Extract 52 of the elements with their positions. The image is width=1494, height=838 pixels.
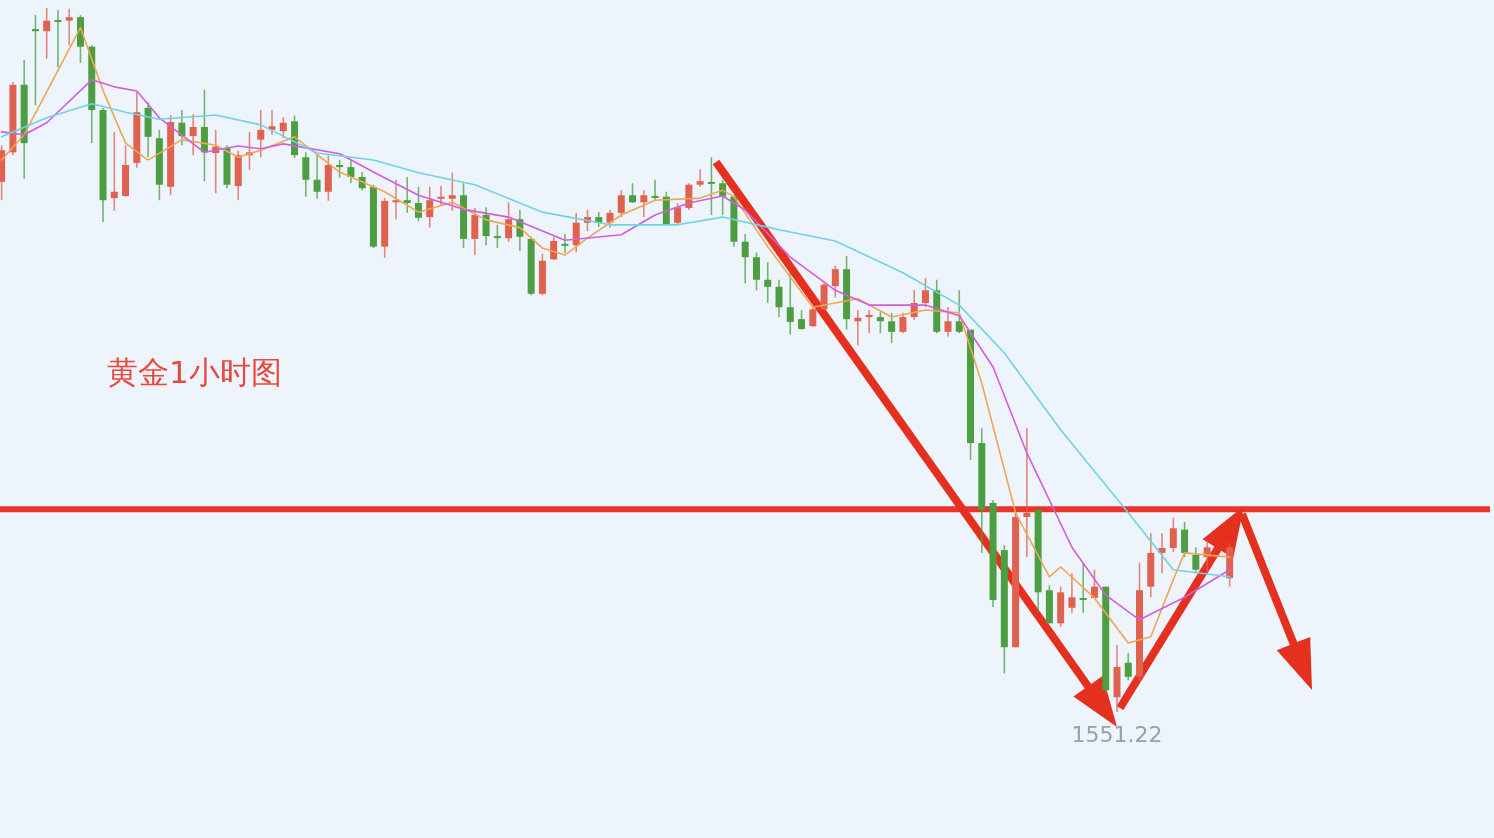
candlestick xyxy=(876,311,884,335)
candlestick xyxy=(831,264,839,299)
candlestick xyxy=(54,9,62,68)
candlestick xyxy=(505,201,513,243)
candlestick xyxy=(865,309,873,335)
candlestick xyxy=(707,156,715,216)
candlestick xyxy=(561,233,569,254)
text: 黄金1小时图 xyxy=(107,354,282,390)
candlestick xyxy=(189,113,197,156)
annotation: 1551.22 xyxy=(1071,722,1163,747)
candlestick xyxy=(888,312,896,344)
candlestick xyxy=(640,189,648,218)
candlestick xyxy=(752,251,760,292)
candlestick xyxy=(482,206,490,247)
candlestick xyxy=(448,171,456,212)
candlestick xyxy=(786,271,794,336)
candlestick xyxy=(268,109,276,136)
candlestick xyxy=(313,154,321,200)
candlestick xyxy=(696,168,704,188)
candlestick xyxy=(31,14,39,106)
candlestick xyxy=(471,207,479,256)
candlestick xyxy=(899,312,907,335)
candlestick xyxy=(764,261,772,304)
candlestick xyxy=(257,109,265,159)
candlestick xyxy=(1124,652,1132,682)
candlestick xyxy=(629,182,637,204)
candlestick xyxy=(921,277,929,308)
candlestick xyxy=(1169,516,1177,553)
candlestick xyxy=(944,306,952,338)
candlestick xyxy=(798,309,806,331)
candlestick xyxy=(426,186,434,229)
candlestick xyxy=(43,7,51,60)
candlestick xyxy=(1181,521,1189,558)
candlestick xyxy=(1068,572,1076,614)
candlestick xyxy=(1023,427,1031,558)
candlestick xyxy=(347,159,355,185)
candlestick xyxy=(955,289,963,335)
candlestick xyxy=(110,131,118,212)
candlestick xyxy=(1158,532,1166,575)
candlestick xyxy=(493,224,501,249)
candlestick xyxy=(279,116,287,140)
candlestick xyxy=(651,178,659,201)
candlestick xyxy=(1192,546,1200,575)
candlestick xyxy=(65,7,73,47)
candlestick xyxy=(403,176,411,214)
candlestick xyxy=(617,189,625,218)
candlestick xyxy=(437,185,445,206)
candlestick xyxy=(1079,561,1087,614)
candlestick xyxy=(741,233,749,285)
candlestick xyxy=(809,306,817,328)
candlestick xyxy=(674,202,682,226)
candlestick xyxy=(302,151,310,198)
